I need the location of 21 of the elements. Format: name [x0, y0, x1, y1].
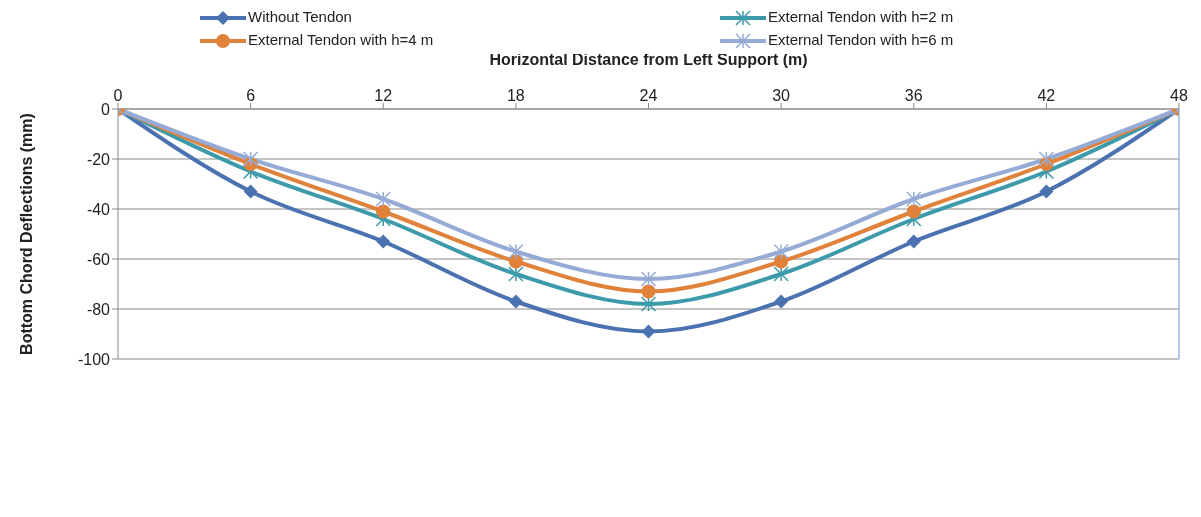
- y-axis-title: Bottom Chord Deflections (mm): [17, 113, 35, 355]
- x-axis-title: Horizontal Distance from Left Support (m): [489, 51, 808, 69]
- x-tick-label: 18: [506, 87, 525, 104]
- legend-label: External Tendon with h=4 m: [248, 31, 434, 48]
- x-tick-label: 24: [639, 87, 658, 104]
- x-tick-label: 36: [904, 87, 923, 104]
- x-tick-label: 6: [246, 87, 256, 104]
- x-tick-label: 48: [1170, 87, 1188, 104]
- y-tick-label: -20: [86, 150, 111, 168]
- y-tick-label: 0: [101, 100, 111, 118]
- x-tick-label: 42: [1037, 87, 1056, 104]
- x-tick-label: 0: [113, 87, 123, 104]
- legend-label: Without Tendon: [248, 8, 352, 25]
- y-tick-label: -40: [86, 200, 111, 218]
- y-tick-label: -100: [77, 350, 111, 368]
- legend-label: External Tendon with h=2 m: [768, 8, 954, 25]
- x-tick-label: 12: [374, 87, 393, 104]
- x-tick-label: 30: [772, 87, 791, 104]
- legend-label: External Tendon with h=6 m: [768, 31, 954, 48]
- y-tick-label: -80: [86, 300, 111, 318]
- y-tick-label: -60: [86, 250, 111, 268]
